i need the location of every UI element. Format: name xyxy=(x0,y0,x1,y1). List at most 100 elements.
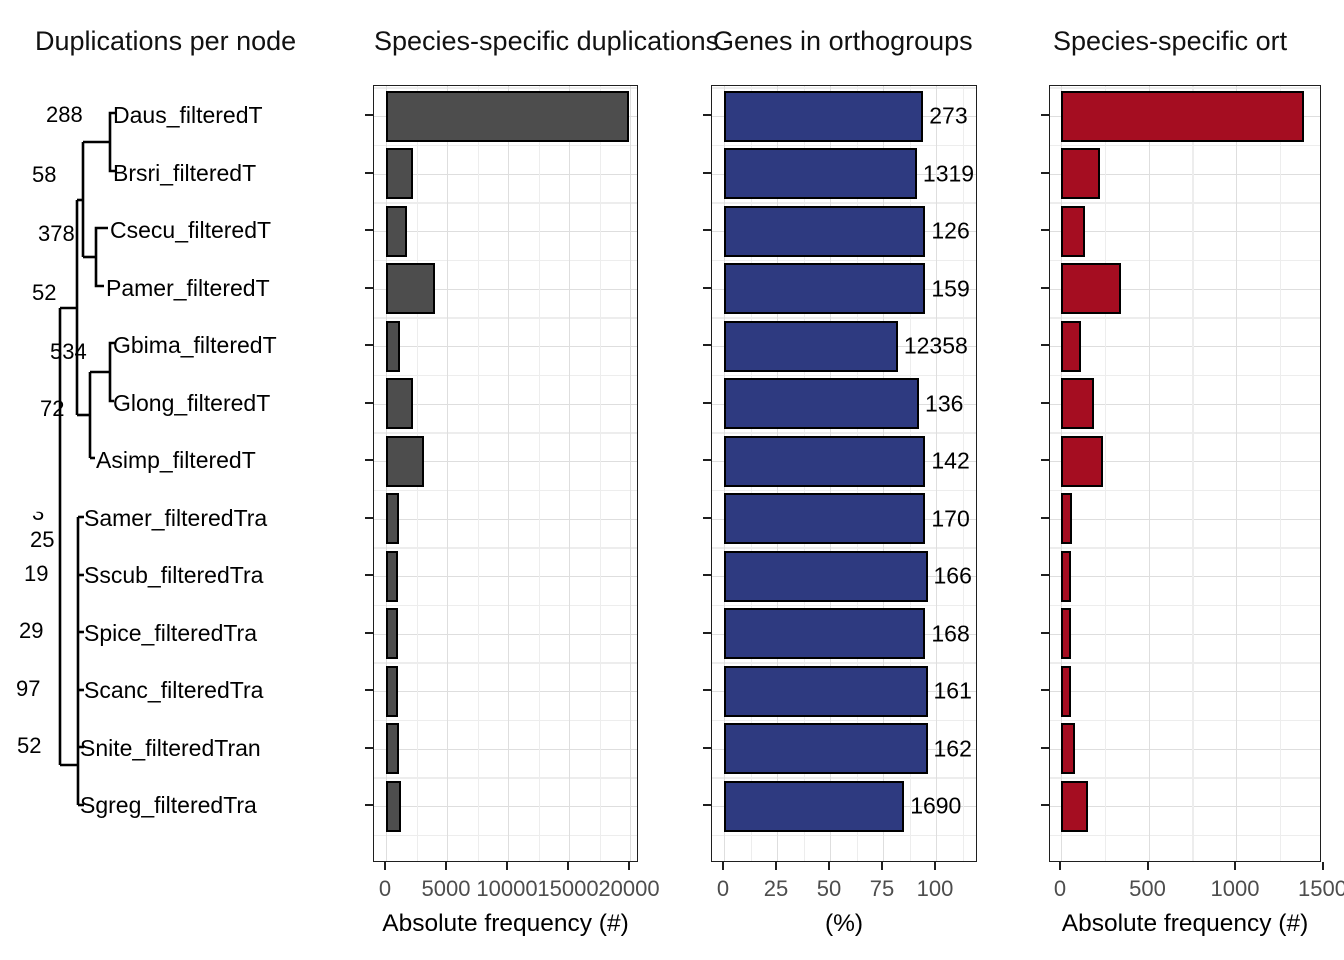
gridline-major-h xyxy=(1050,403,1320,405)
bar xyxy=(724,435,926,487)
gridline-minor-h xyxy=(1050,144,1320,147)
bar xyxy=(386,723,400,774)
gridline-minor-h xyxy=(712,662,976,664)
phylogenetic-tree xyxy=(58,111,116,807)
tree-node-count-label: 58 xyxy=(32,162,57,187)
x-axis-tick xyxy=(1234,862,1237,870)
bar xyxy=(724,205,926,257)
x-axis-tick xyxy=(506,862,509,870)
bar xyxy=(1061,378,1095,429)
gridline-minor-v xyxy=(1192,86,1194,861)
y-axis-tick xyxy=(703,804,711,807)
gridline-minor-h xyxy=(1050,834,1320,837)
y-axis-tick xyxy=(365,746,373,749)
gridline-major-h xyxy=(374,691,637,693)
y-axis-tick xyxy=(703,286,711,289)
gridline-major-v xyxy=(1148,86,1150,861)
gridline-major-v xyxy=(569,86,571,861)
x-axis-tick-label: 1000 xyxy=(1210,876,1260,901)
bar xyxy=(386,780,401,832)
y-axis-tick xyxy=(1041,171,1049,174)
x-axis-tick-label: 0 xyxy=(716,876,730,901)
gridline-major-v xyxy=(447,86,449,861)
chart-panel xyxy=(1049,85,1321,862)
bar xyxy=(1061,665,1071,717)
gridline-major-h xyxy=(374,346,637,348)
gridline-minor-h xyxy=(374,719,637,722)
y-axis-tick xyxy=(703,574,711,577)
gridline-minor-h xyxy=(374,489,637,492)
bar xyxy=(1061,320,1082,372)
bar xyxy=(1061,205,1085,257)
gridline-major-h xyxy=(1050,346,1320,348)
gridline-major-h xyxy=(374,461,637,463)
gridline-minor-h xyxy=(712,604,976,607)
y-axis-tick xyxy=(703,229,711,232)
x-axis-tick xyxy=(1321,862,1324,870)
x-axis-tick xyxy=(567,862,570,870)
x-axis-tick-label: 15000 xyxy=(537,876,599,901)
bar xyxy=(1061,608,1071,659)
gridline-minor-h xyxy=(712,144,976,147)
x-axis-tick xyxy=(722,862,725,870)
gridline-minor-h xyxy=(374,432,637,434)
facet-title-species-specific-orthogroups: Species-specific ort xyxy=(1053,26,1288,56)
gridline-major-h xyxy=(1050,173,1320,175)
gridline-minor-h xyxy=(712,834,976,837)
y-axis-tick xyxy=(365,286,373,289)
x-axis-tick xyxy=(828,862,831,870)
x-axis-tick xyxy=(628,862,631,870)
gridline-major-v xyxy=(630,86,632,861)
gridline-minor-h xyxy=(712,777,976,779)
species-tip-label: Brsri_filteredT xyxy=(113,159,257,186)
gridline-major-h xyxy=(374,748,637,750)
bar xyxy=(386,205,407,257)
species-tip-label: Csecu_filteredT xyxy=(110,217,272,243)
facet-title-genes-in-orthogroups: Genes in orthogroups xyxy=(713,26,973,56)
gridline-minor-h xyxy=(1050,662,1320,664)
bar xyxy=(386,608,398,659)
bar-value-label: 273 xyxy=(929,102,968,129)
x-axis-tick-label: 10000 xyxy=(476,876,538,901)
bar xyxy=(1061,780,1089,832)
x-axis-tick xyxy=(1059,862,1062,870)
y-axis-tick xyxy=(703,114,711,117)
bar xyxy=(386,148,413,199)
bar-value-label: 162 xyxy=(933,735,972,761)
bar-value-label: 168 xyxy=(931,620,970,646)
bar xyxy=(1061,435,1103,487)
gridline-major-v xyxy=(936,86,938,861)
gridline-minor-h xyxy=(374,777,637,779)
y-axis-tick xyxy=(703,689,711,692)
x-axis-title: (%) xyxy=(824,910,864,937)
y-axis-tick xyxy=(1041,631,1049,634)
bar xyxy=(386,435,424,487)
gridline-minor-h xyxy=(712,87,976,89)
gridline-minor-h xyxy=(712,547,976,549)
species-tip-label: Scanc_filteredTra xyxy=(84,677,264,703)
gridline-minor-h xyxy=(1050,547,1320,549)
gridline-major-h xyxy=(374,576,637,578)
bar-value-label: 12358 xyxy=(903,332,968,359)
gridline-major-h xyxy=(1050,748,1320,750)
gridline-major-h xyxy=(374,806,637,808)
bar xyxy=(1061,723,1075,774)
tree-branches xyxy=(58,111,116,807)
bar xyxy=(724,148,917,199)
x-axis-tick-label: 20000 xyxy=(598,876,660,901)
gridline-minor-h xyxy=(1050,432,1320,434)
x-axis-tick-label: 500 xyxy=(1129,876,1166,901)
gridline-minor-h xyxy=(712,374,976,377)
chart-panel: 273 1319 126 159 12358 136 142 170 166 168 161 162 1… xyxy=(711,85,977,862)
bar xyxy=(386,90,629,142)
y-axis-tick xyxy=(365,229,373,232)
gridline-major-h xyxy=(1050,691,1320,693)
y-axis-tick xyxy=(703,171,711,174)
gridline-major-h xyxy=(374,231,637,233)
bar xyxy=(724,493,926,544)
gridline-minor-h xyxy=(1050,604,1320,607)
y-axis-tick xyxy=(365,689,373,692)
species-tip-label: Gbima_filteredT xyxy=(113,332,277,358)
bar-value-label: 1319 xyxy=(922,160,975,186)
y-axis-tick xyxy=(703,746,711,749)
